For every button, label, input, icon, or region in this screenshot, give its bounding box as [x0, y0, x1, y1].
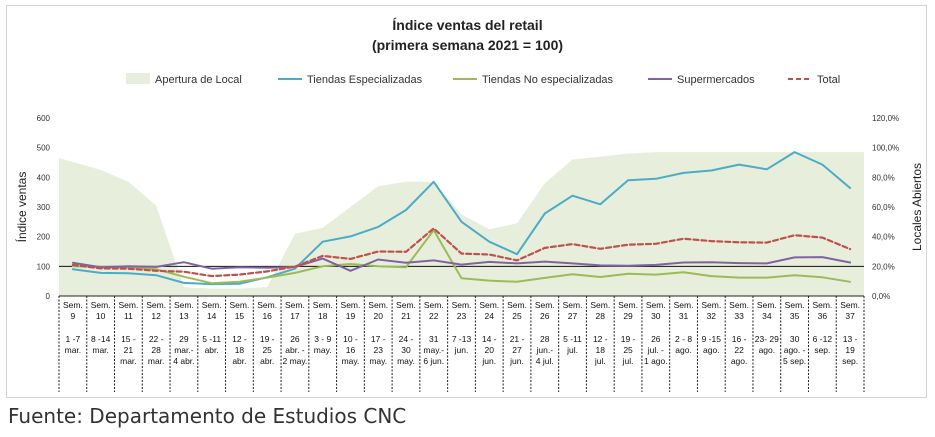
- week-label: Sem. 13: [174, 300, 194, 321]
- week-label: Sem. 10: [91, 300, 111, 321]
- area-apertura-de-local: [59, 152, 864, 296]
- date-range-label: 1 -7 mar.: [65, 334, 82, 355]
- legend-label: Tiendas Especializadas: [307, 74, 423, 86]
- week-label: Sem. 18: [313, 300, 333, 321]
- week-label: Sem. 36: [812, 300, 832, 321]
- week-label: Sem. 25: [507, 300, 527, 321]
- y2-tick-label: 60,0%: [872, 203, 895, 212]
- date-range-label: 8 -14 mar.: [91, 334, 111, 355]
- week-label: Sem. 11: [118, 300, 138, 321]
- week-label: Sem. 9: [63, 300, 83, 321]
- y-tick-label: 300: [37, 203, 51, 212]
- week-label: Sem. 33: [729, 300, 749, 321]
- date-range-label: 12 -18 abr.: [232, 334, 247, 366]
- date-range-label: 5 -11 jul.: [563, 334, 582, 355]
- y-tick-label: 600: [37, 114, 51, 123]
- week-label: Sem. 17: [285, 300, 305, 321]
- date-range-label: 19 -25 jul.: [621, 334, 636, 366]
- series-line-supermercados: [71, 256, 852, 272]
- series-line-tiendas-especializadas: [71, 151, 852, 286]
- y-tick-label: 100: [37, 262, 51, 271]
- legend-label: Tiendas No especializadas: [482, 74, 614, 86]
- date-range-label: 6 -12 sep.: [813, 334, 833, 355]
- date-range-label: 31 may.-6 jun.: [423, 334, 444, 366]
- y-tick-label: 0: [46, 292, 51, 301]
- week-label: Sem. 24: [479, 300, 499, 321]
- date-range-label: 29 mar.-4 abr.: [173, 334, 194, 366]
- week-label: Sem. 16: [257, 300, 277, 321]
- date-range-label: 21 -27 jun.: [509, 334, 524, 366]
- date-range-label: 24 -30 may.: [397, 334, 415, 366]
- date-range-label: 16 -22 ago.: [731, 334, 748, 366]
- week-label: Sem. 14: [202, 300, 222, 321]
- series-line-tiendas-no-especializadas: [71, 229, 852, 285]
- y-tick-label: 200: [37, 233, 51, 242]
- legend-swatch-area: [126, 73, 150, 84]
- week-label: Sem. 12: [146, 300, 166, 321]
- date-range-label: 2 - 8 ago.: [675, 334, 692, 355]
- date-range-label: 15 -21 mar.: [120, 334, 137, 366]
- y-tick-label: 400: [37, 173, 51, 182]
- week-label: Sem. 19: [341, 300, 361, 321]
- date-range-label: 22 -28 mar.: [148, 334, 165, 366]
- retail-sales-index-chart: 0 100 200 300 400 500 600 0,0% 20,0% 40,0% 60,0% 80…: [14, 73, 924, 392]
- week-label: Sem. 20: [368, 300, 388, 321]
- y2-tick-label: 80,0%: [872, 173, 895, 182]
- date-range-label: 10 -16 may.: [342, 334, 360, 366]
- chart-title: Índice ventas del retail: [392, 17, 543, 33]
- week-label: Sem. 29: [618, 300, 638, 321]
- date-range-label: 7 -13 jun.: [452, 334, 472, 355]
- y-tick-label: 500: [37, 144, 51, 153]
- date-range-label: 23- 29 ago.: [755, 334, 779, 355]
- chart-subtitle: (primera semana 2021 = 100): [371, 37, 564, 53]
- date-range-label: 26 jul. -1 ago.: [644, 334, 668, 366]
- week-label: Sem. 27: [563, 300, 583, 321]
- date-range-label: 5 -11 abr.: [202, 334, 221, 355]
- legend-label: Apertura de Local: [155, 74, 242, 86]
- source-note: Fuente: Departamento de Estudios CNC: [8, 404, 407, 428]
- week-label: Sem. 22: [424, 300, 444, 321]
- y2-tick-label: 40,0%: [872, 233, 895, 242]
- week-label: Sem. 26: [535, 300, 555, 321]
- legend-label: Total: [817, 74, 840, 86]
- week-label: Sem. 35: [785, 300, 805, 321]
- date-range-label: 9 -15 ago.: [702, 334, 722, 355]
- y2-axis-label: Locales Abiertos: [910, 163, 924, 251]
- legend-label: Supermercados: [677, 74, 755, 86]
- week-label: Sem. 32: [701, 300, 721, 321]
- date-range-label: 12 -18 jul.: [593, 334, 608, 366]
- y2-tick-label: 120,0%: [872, 114, 899, 123]
- week-label: Sem. 30: [646, 300, 666, 321]
- date-range-label: 28 jun.-4 jul.: [536, 334, 554, 366]
- y2-tick-label: 100,0%: [872, 144, 899, 153]
- date-range-label: 17 -23 may.: [369, 334, 387, 366]
- week-label: Sem. 31: [674, 300, 694, 321]
- date-range-label: 19 -25 abr.: [260, 334, 275, 366]
- date-range-label: 13 -19 sep.: [842, 334, 858, 366]
- y-axis-label: Índice ventas: [14, 172, 29, 243]
- y2-tick-label: 20,0%: [872, 262, 895, 271]
- week-label: Sem. 34: [757, 300, 777, 321]
- week-label: Sem. 37: [840, 300, 860, 321]
- date-range-label: 30 ago. -5 sep.: [783, 334, 806, 366]
- week-label: Sem. 23: [452, 300, 472, 321]
- y2-tick-label: 0,0%: [872, 292, 890, 301]
- week-label: Sem. 21: [396, 300, 416, 321]
- date-range-label: 3 - 9 may.: [314, 334, 332, 355]
- week-label: Sem. 15: [230, 300, 250, 321]
- date-range-label: 26 abr. -2 may.: [283, 334, 308, 366]
- series-line-total: [71, 227, 852, 278]
- week-label: Sem. 28: [590, 300, 610, 321]
- date-range-label: 14 -20 jun.: [481, 334, 496, 366]
